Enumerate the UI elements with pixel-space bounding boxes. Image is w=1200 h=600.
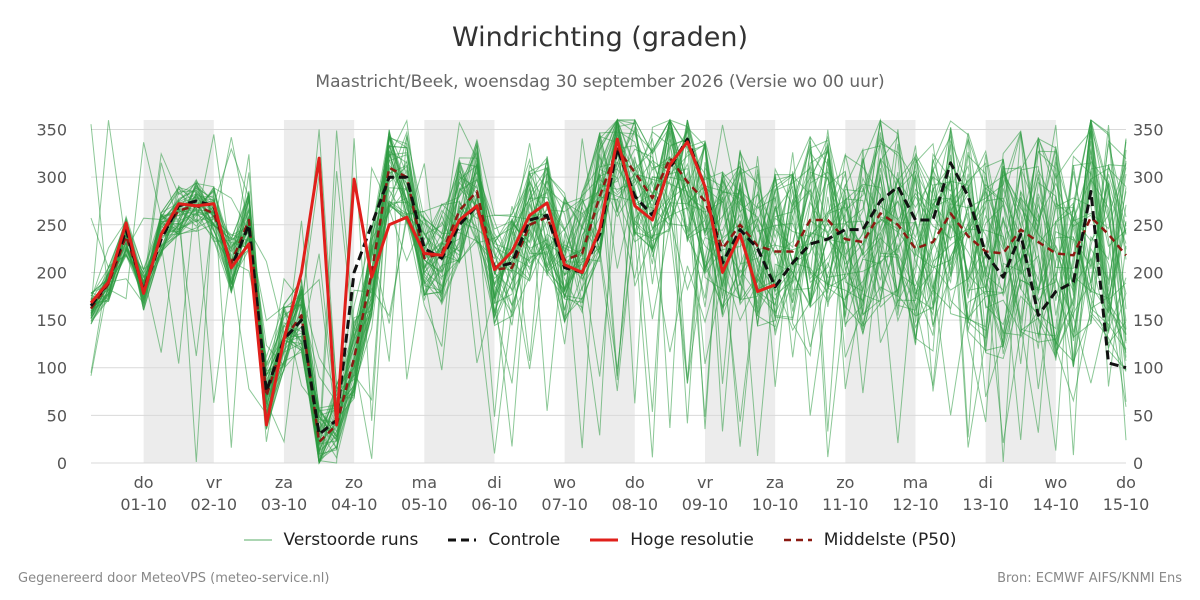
- x-tick-day-5: di: [487, 473, 502, 492]
- x-tick-date-10: 11-10: [822, 495, 869, 514]
- x-tick-day-7: do: [625, 473, 645, 492]
- x-tick-date-3: 04-10: [331, 495, 378, 514]
- legend-swatch-control: [448, 538, 477, 542]
- x-tick-day-3: zo: [345, 473, 363, 492]
- y-tick-right-150: 150: [1133, 311, 1164, 330]
- x-tick-date-7: 08-10: [612, 495, 659, 514]
- x-tick-day-9: za: [766, 473, 784, 492]
- x-axis: do 01-10 vr 02-10 za 03-10 zo 04-10 ma 05-10 di 06-…: [120, 473, 1149, 514]
- legend-item-median: Middelste (P50): [783, 530, 957, 550]
- x-tick-date-6: 07-10: [541, 495, 588, 514]
- x-tick-date-12: 13-10: [962, 495, 1009, 514]
- y-tick-left-200: 200: [36, 263, 67, 282]
- footer-source: Bron: ECMWF AIFS/KNMI Ens: [997, 571, 1182, 586]
- x-tick-date-8: 09-10: [682, 495, 729, 514]
- legend-label-ensemble: Verstoorde runs: [283, 530, 419, 550]
- footer-generator: Gegenereerd door MeteoVPS (meteo-service…: [18, 571, 330, 586]
- y-tick-left-100: 100: [36, 359, 67, 378]
- y-tick-right-300: 300: [1133, 168, 1164, 187]
- x-tick-day-4: ma: [412, 473, 437, 492]
- y-tick-right-50: 50: [1133, 406, 1153, 425]
- x-tick-date-9: 10-10: [752, 495, 799, 514]
- y-tick-left-350: 350: [36, 121, 67, 140]
- y-tick-left-0: 0: [57, 454, 67, 473]
- x-tick-day-11: ma: [903, 473, 928, 492]
- legend-label-hires: Hoge resolutie: [630, 530, 754, 550]
- ensemble-run-48: [90, 129, 1127, 465]
- y-tick-left-250: 250: [36, 216, 67, 235]
- chart-title: Windrichting (graden): [451, 22, 749, 53]
- legend-label-control: Controle: [488, 530, 561, 550]
- x-tick-day-6: wo: [553, 473, 576, 492]
- legend-swatch-ensemble: [243, 539, 272, 541]
- x-tick-day-10: zo: [836, 473, 854, 492]
- y-tick-right-350: 350: [1133, 121, 1164, 140]
- x-tick-day-1: vr: [206, 473, 222, 492]
- y-axis-left: 0 50 100 150 200 250 300 350: [36, 121, 67, 473]
- x-tick-day-2: za: [275, 473, 293, 492]
- legend-item-hires: Hoge resolutie: [590, 530, 754, 550]
- y-axis-right: 0 50 100 150 200 250 300 350: [1133, 121, 1164, 473]
- series-middelste-p50-: [89, 147, 1127, 444]
- x-tick-date-13: 14-10: [1033, 495, 1080, 514]
- legend-item-control: Controle: [448, 530, 560, 550]
- y-tick-left-50: 50: [47, 406, 67, 425]
- y-tick-right-100: 100: [1133, 359, 1164, 378]
- ensemble-run-37: [90, 119, 1127, 463]
- x-tick-date-0: 01-10: [120, 495, 167, 514]
- main-series: [89, 137, 1127, 444]
- legend-item-ensemble: Verstoorde runs: [243, 530, 419, 550]
- y-tick-right-200: 200: [1133, 263, 1164, 282]
- x-tick-day-8: vr: [697, 473, 713, 492]
- y-tick-right-250: 250: [1133, 216, 1164, 235]
- legend-label-median: Middelste (P50): [823, 530, 957, 550]
- x-tick-date-2: 03-10: [261, 495, 308, 514]
- x-tick-day-12: di: [978, 473, 993, 492]
- legend: Verstoorde runs Controle Hoge resolutie …: [0, 530, 1200, 550]
- x-tick-date-5: 06-10: [471, 495, 518, 514]
- y-tick-right-0: 0: [1133, 454, 1143, 473]
- x-tick-date-4: 05-10: [401, 495, 448, 514]
- legend-swatch-hires: [590, 538, 619, 542]
- x-tick-date-1: 02-10: [191, 495, 238, 514]
- x-tick-day-13: wo: [1044, 473, 1067, 492]
- x-tick-day-0: do: [134, 473, 154, 492]
- series-controle: [89, 137, 1127, 436]
- y-tick-left-300: 300: [36, 168, 67, 187]
- x-tick-day-14: do: [1116, 473, 1136, 492]
- y-tick-left-150: 150: [36, 311, 67, 330]
- chart-subtitle: Maastricht/Beek, woensdag 30 september 2…: [315, 72, 885, 92]
- legend-swatch-median: [783, 538, 812, 542]
- x-tick-date-11: 12-10: [892, 495, 939, 514]
- x-tick-date-14: 15-10: [1103, 495, 1150, 514]
- series-hoge-resolutie: [89, 137, 776, 427]
